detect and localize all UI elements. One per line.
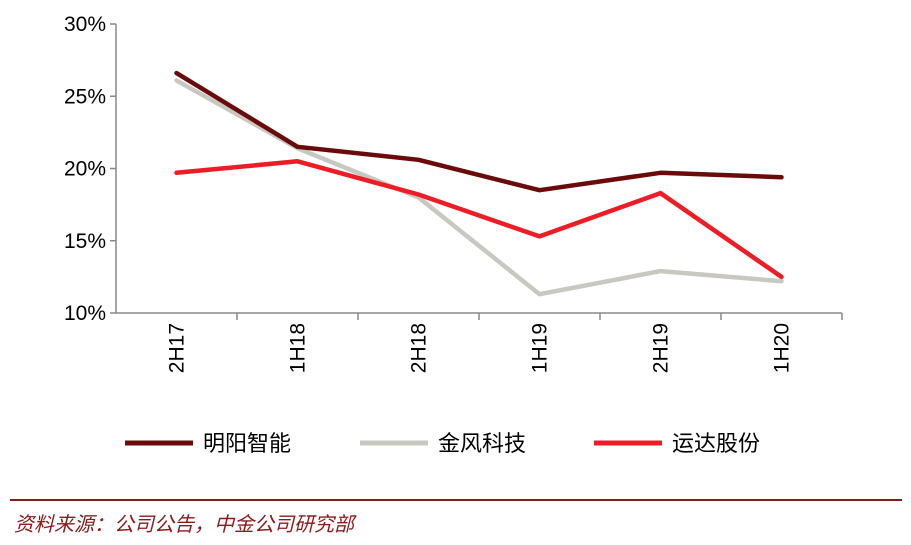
legend: 明阳智能 金风科技 运达股份 — [125, 432, 760, 457]
series-line — [174, 159, 784, 280]
y-tick-label: 25% — [64, 85, 106, 108]
x-tick-label: 1H20 — [771, 323, 794, 373]
x-tick-labels: 2H17 1H18 2H18 1H19 2H19 1H20 — [166, 323, 794, 373]
y-tick-label: 20% — [64, 158, 106, 181]
series-lines — [174, 70, 784, 297]
x-tick-label: 2H18 — [408, 323, 431, 373]
x-tick-label: 1H18 — [287, 323, 310, 373]
axes — [110, 23, 843, 320]
y-tick-labels: 10% 15% 20% 25% 30% — [64, 13, 106, 325]
line-chart: 10% 15% 20% 25% 30% 2H17 1H18 2H18 1H19 2H19 1H20… — [64, 13, 843, 457]
legend-label: 金风科技 — [438, 432, 526, 457]
legend-label: 运达股份 — [672, 432, 760, 457]
y-tick-label: 30% — [64, 13, 106, 36]
source-note: 资料来源：公司公告，中金公司研究部 — [14, 512, 354, 536]
series-line — [174, 78, 784, 297]
x-tick-label: 2H17 — [166, 323, 189, 373]
x-tick-label: 2H19 — [650, 323, 673, 373]
y-tick-label: 10% — [64, 302, 106, 325]
source-divider — [10, 499, 902, 501]
x-tick-label: 1H19 — [529, 323, 552, 373]
legend-label: 明阳智能 — [203, 432, 291, 457]
series-line — [174, 70, 784, 193]
y-tick-label: 15% — [64, 230, 106, 253]
